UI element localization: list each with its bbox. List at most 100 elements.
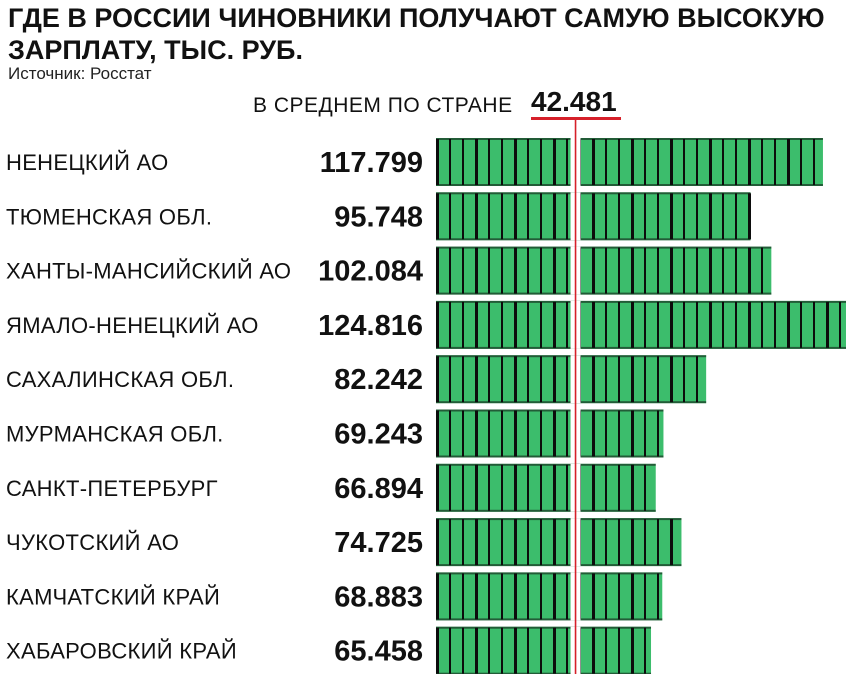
bar-stripe	[488, 193, 490, 240]
bar-stripe	[683, 301, 685, 348]
bar-stripe	[592, 464, 595, 511]
bar-stripe	[553, 519, 556, 566]
bar-fill	[436, 572, 663, 621]
bar-stripe	[631, 247, 634, 294]
bar	[436, 626, 652, 674]
bar-stripe	[618, 519, 620, 566]
bar-stripe	[605, 193, 607, 240]
bar-stripe	[475, 410, 478, 457]
bar-stripe	[540, 573, 542, 620]
bar-fill	[436, 300, 846, 349]
bar-stripe	[462, 410, 464, 457]
bar-stripe	[670, 247, 673, 294]
bar-stripe	[709, 301, 712, 348]
bar-edge	[436, 564, 682, 567]
bar-stripe	[449, 356, 451, 403]
bar-stripe	[475, 519, 478, 566]
bar-stripe	[449, 519, 451, 566]
bar-stripe	[527, 247, 529, 294]
bar-stripe	[683, 139, 685, 185]
bar-stripe	[449, 464, 451, 511]
bar-stripe	[553, 410, 556, 457]
bar-stripe	[436, 356, 439, 403]
bar-stripe	[501, 301, 503, 348]
bar-stripe	[592, 356, 595, 403]
bar-edge	[436, 518, 682, 521]
bar-stripe	[527, 193, 529, 240]
bar-stripe	[462, 573, 464, 620]
bar-stripe	[436, 464, 439, 511]
bar-stripe	[553, 139, 556, 185]
bar-stripe	[566, 301, 568, 348]
value-label: 102.084	[318, 256, 423, 288]
bar-stripe	[514, 627, 517, 674]
bar-fill	[436, 138, 823, 186]
bar-stripe	[644, 519, 646, 566]
bar-stripe	[735, 247, 737, 294]
bar-fill	[436, 409, 664, 458]
bar-stripe	[605, 410, 607, 457]
bar-stripe	[761, 139, 763, 185]
bar-stripe	[826, 301, 829, 348]
bar-stripe	[501, 193, 503, 240]
bar-stripe	[514, 464, 517, 511]
bar	[436, 463, 656, 512]
category-label: КАМЧАТСКИЙ КРАЙ	[6, 584, 220, 609]
bar-stripe	[501, 464, 503, 511]
bar-stripe	[475, 193, 478, 240]
bar-stripe	[540, 627, 542, 674]
bar	[436, 518, 682, 567]
bar-edge	[436, 509, 656, 512]
bar-stripe	[501, 519, 503, 566]
bar-stripe	[696, 139, 698, 185]
category-label: ТЮМЕНСКАЯ ОБЛ.	[6, 204, 212, 229]
bar-stripe	[566, 464, 568, 511]
bar-stripe	[553, 464, 556, 511]
bar-stripe	[761, 301, 763, 348]
bar-stripe	[462, 627, 464, 674]
bar	[436, 572, 663, 621]
bar-stripe	[670, 356, 673, 403]
bar-stripe	[527, 627, 529, 674]
category-label: МУРМАНСКАЯ ОБЛ.	[6, 422, 224, 447]
bar-stripe	[488, 247, 490, 294]
category-label: ХАБАРОВСКИЙ КРАЙ	[6, 639, 237, 664]
bar-stripe	[462, 464, 464, 511]
bar-stripe	[787, 301, 790, 348]
bar-stripe	[592, 519, 595, 566]
bar-stripe	[475, 464, 478, 511]
bar-stripe	[553, 356, 556, 403]
bar-stripe	[488, 356, 490, 403]
bar-stripe	[475, 247, 478, 294]
bar-edge	[436, 409, 664, 412]
value-label: 65.458	[334, 636, 423, 668]
bar-edge	[436, 192, 751, 195]
bar-stripe	[488, 573, 490, 620]
bar-edge	[436, 672, 652, 674]
bar-stripe	[488, 464, 490, 511]
chart-title: ГДЕ В РОССИИ ЧИНОВНИКИ ПОЛУЧАЮТ САМУЮ ВЫ…	[8, 3, 825, 65]
bar-stripe	[488, 627, 490, 674]
bar-stripe	[553, 193, 556, 240]
bar-stripe	[436, 139, 439, 185]
bar-stripe	[566, 193, 568, 240]
bar-edge	[436, 300, 846, 303]
bar-stripe	[722, 193, 724, 240]
bar-stripe	[592, 139, 595, 185]
bar-stripe	[501, 247, 503, 294]
bar-edge	[436, 463, 656, 466]
bar-stripe	[527, 573, 529, 620]
bar-stripe	[618, 627, 620, 674]
category-label: САНКТ-ПЕТЕРБУРГ	[6, 476, 218, 501]
bar-stripe	[592, 627, 595, 674]
bar-edge	[436, 238, 751, 241]
bar-stripe	[501, 410, 503, 457]
bar-stripe	[618, 247, 620, 294]
bar-stripe	[488, 139, 490, 185]
bar-stripe	[462, 247, 464, 294]
bar-stripe	[436, 193, 439, 240]
bar-stripe	[475, 627, 478, 674]
bar-stripe	[618, 410, 620, 457]
bar-stripe	[618, 356, 620, 403]
bar-stripe	[774, 301, 776, 348]
